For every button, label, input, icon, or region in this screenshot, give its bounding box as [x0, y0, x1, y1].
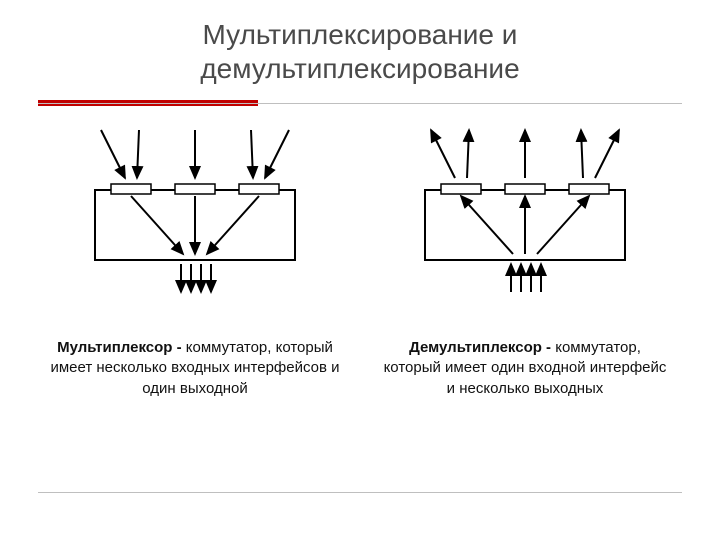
mux-term: Мультиплексор - [57, 339, 182, 356]
title-line-2: демультиплексирование [200, 53, 519, 84]
demux-term: Демультиплексор - [409, 339, 551, 356]
title-line-1: Мультиплексирование и [203, 19, 518, 50]
diagram-pair: Мультиплексор - коммутатор, который имее… [0, 120, 720, 399]
mux-panel: Мультиплексор - коммутатор, который имее… [50, 120, 340, 399]
mux-diagram [65, 120, 325, 320]
demux-diagram [395, 120, 655, 320]
divider-bottom [38, 492, 682, 494]
divider-top [38, 103, 682, 105]
demux-caption: Демультиплексор - коммутатор, который им… [380, 338, 670, 399]
mux-caption: Мультиплексор - коммутатор, который имее… [50, 338, 340, 399]
demux-panel: Демультиплексор - коммутатор, который им… [380, 120, 670, 399]
page-title: Мультиплексирование и демультиплексирова… [0, 0, 720, 85]
